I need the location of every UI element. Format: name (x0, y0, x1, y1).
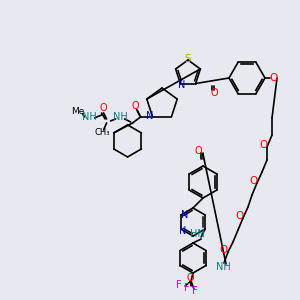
Text: O: O (132, 101, 140, 111)
Text: O: O (249, 176, 257, 186)
Text: N: N (146, 111, 153, 121)
Text: HN: HN (190, 229, 205, 239)
Text: O: O (186, 273, 194, 283)
Text: O: O (211, 88, 218, 98)
Text: N: N (179, 226, 187, 236)
Text: O: O (269, 73, 277, 83)
Text: N: N (181, 210, 189, 220)
Text: O: O (220, 245, 228, 255)
Text: NH: NH (82, 112, 97, 122)
Text: CH₃: CH₃ (95, 128, 110, 137)
Text: F: F (184, 283, 190, 293)
Text: S: S (185, 54, 191, 64)
Text: NH: NH (216, 262, 230, 272)
Text: F: F (176, 280, 182, 290)
Text: O: O (194, 146, 202, 156)
Text: NH: NH (113, 112, 128, 122)
Text: N: N (178, 80, 185, 89)
Text: O: O (259, 140, 267, 150)
Text: Me: Me (71, 107, 84, 116)
Text: F: F (192, 286, 198, 296)
Text: O: O (235, 211, 243, 221)
Text: O: O (100, 103, 107, 113)
